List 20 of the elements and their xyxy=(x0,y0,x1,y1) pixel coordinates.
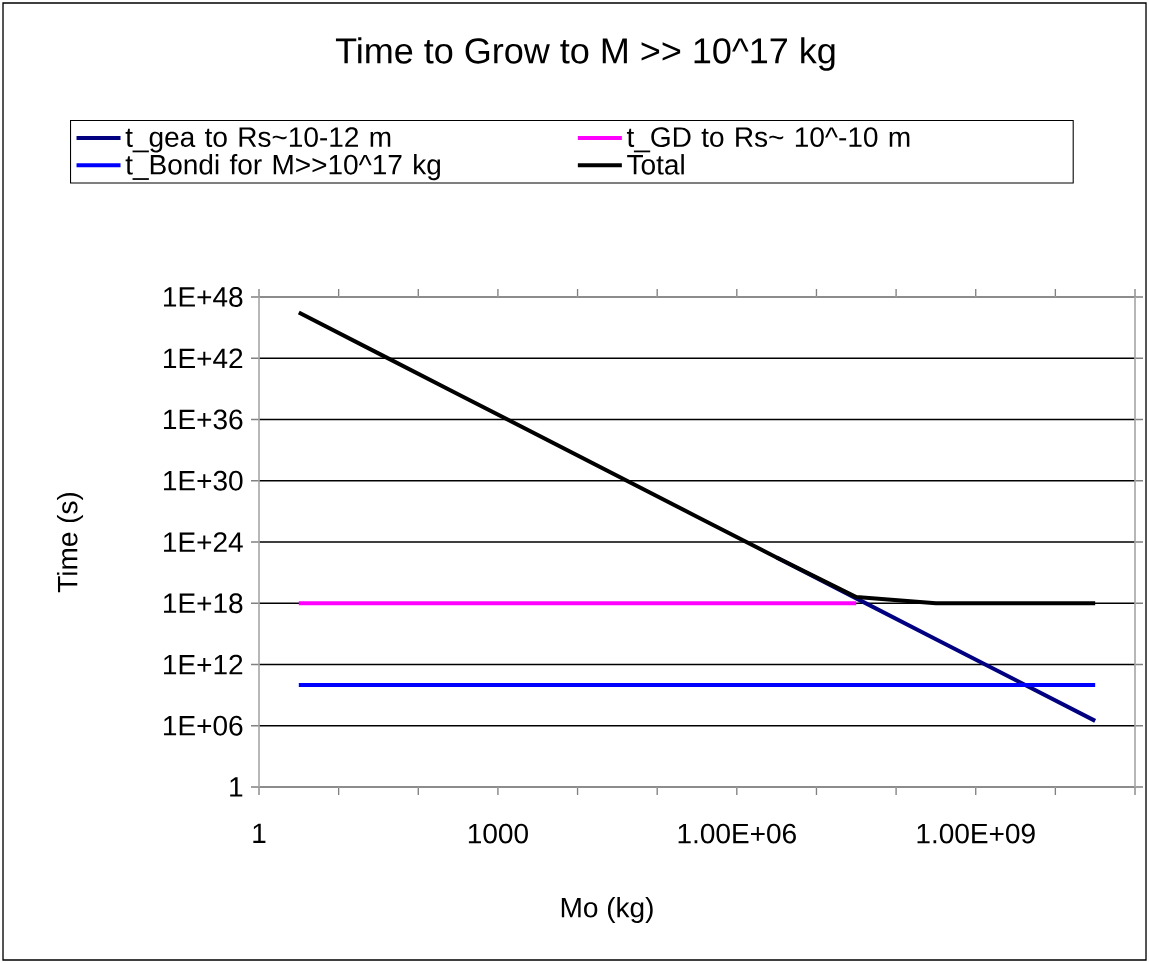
x-axis-title: Mo (kg) xyxy=(561,896,653,924)
y-tick-label: 1E+06 xyxy=(164,715,243,736)
chart-title: Time to Grow to M >> 10^17 kg xyxy=(335,37,835,71)
legend-label: t_GD to Rs~ 10^-10 m xyxy=(626,127,910,153)
x-tick-label: 1.00E+09 xyxy=(917,823,1035,844)
y-tick-label: 1E+18 xyxy=(164,593,243,614)
y-tick-label: 1E+24 xyxy=(164,532,243,552)
y-axis-title: Time (s) xyxy=(56,492,84,593)
legend-label: t_gea to Rs~10-12 m xyxy=(125,127,391,153)
y-tick-label: 1E+36 xyxy=(164,409,243,430)
x-tick-label: 1 xyxy=(253,823,266,843)
y-tick-label: 1E+12 xyxy=(164,654,243,675)
y-tick-label: 1E+30 xyxy=(164,470,243,491)
x-tick-label: 1.00E+06 xyxy=(678,823,796,844)
y-tick-label: 1E+48 xyxy=(164,287,243,307)
x-tick-label: 1000 xyxy=(468,823,528,844)
legend-label: Total xyxy=(627,154,684,175)
y-tick-label: 1 xyxy=(230,777,243,797)
y-tick-label: 1E+42 xyxy=(164,348,243,369)
legend-label: t_Bondi for M>>10^17 kg xyxy=(125,154,440,181)
